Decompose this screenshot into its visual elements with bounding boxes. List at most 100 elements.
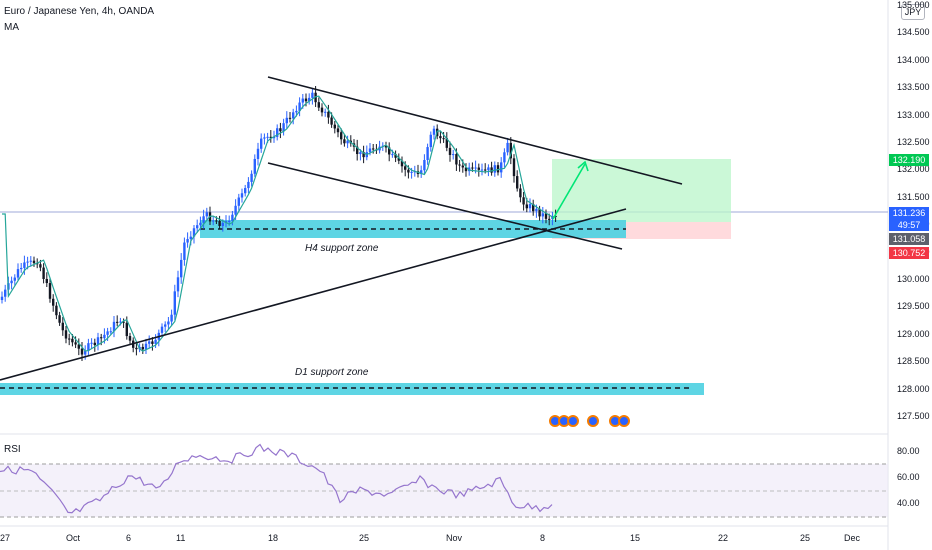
- candle: [141, 346, 144, 350]
- candle: [151, 341, 154, 344]
- d1-zone-label: D1 support zone: [295, 367, 369, 378]
- time-axis-label: 11: [176, 533, 186, 543]
- candle: [343, 139, 346, 144]
- candle: [180, 259, 183, 278]
- candle: [506, 142, 509, 153]
- candle: [29, 260, 32, 262]
- candle: [471, 167, 474, 169]
- candle: [423, 160, 426, 171]
- candle: [240, 193, 244, 198]
- candle: [148, 341, 151, 344]
- candle: [522, 197, 525, 205]
- candle: [445, 138, 448, 148]
- candle: [282, 123, 285, 132]
- rsi-axis-label: 40.00: [897, 498, 920, 508]
- candle: [256, 148, 260, 159]
- candle: [199, 222, 202, 226]
- candle: [45, 278, 48, 284]
- candle: [186, 239, 189, 243]
- candle: [13, 277, 16, 281]
- price-axis-label: 128.500: [897, 356, 930, 367]
- candle: [346, 140, 349, 144]
- candle: [39, 264, 42, 268]
- moving-average-line: [2, 95, 556, 352]
- channel-lower-line[interactable]: [267, 162, 623, 250]
- candle: [215, 220, 218, 222]
- candle: [52, 298, 55, 306]
- candle: [276, 128, 279, 137]
- candle: [541, 213, 544, 217]
- candle: [500, 162, 503, 173]
- candle: [308, 97, 311, 102]
- price-axis-label: 134.500: [897, 27, 930, 38]
- candle: [183, 242, 186, 260]
- projection-arrow: [552, 163, 586, 220]
- candle: [144, 343, 148, 350]
- candle: [48, 283, 52, 299]
- candle: [154, 339, 157, 344]
- currency-badge[interactable]: JPY: [901, 4, 925, 20]
- candle: [368, 148, 372, 153]
- price-axis-label: 127.500: [897, 411, 930, 421]
- event-icon[interactable]: [567, 415, 579, 427]
- candle: [202, 216, 205, 223]
- candle: [455, 154, 458, 165]
- ascending-trendline[interactable]: [0, 208, 627, 381]
- ma-indicator-label[interactable]: MA: [4, 22, 19, 33]
- candle: [218, 220, 221, 226]
- candle: [231, 214, 234, 221]
- candle: [397, 157, 400, 161]
- candle: [458, 164, 461, 166]
- candle: [247, 181, 250, 189]
- candle: [176, 277, 180, 292]
- candle: [71, 338, 74, 343]
- candle: [391, 154, 394, 156]
- candle: [77, 344, 80, 349]
- rsi-indicator-label[interactable]: RSI: [4, 444, 21, 455]
- candle: [244, 188, 247, 194]
- long-position-profit-zone[interactable]: [552, 159, 731, 222]
- candle: [519, 188, 522, 198]
- candle: [10, 280, 13, 284]
- candle: [58, 315, 61, 323]
- candle: [528, 204, 532, 209]
- candle: [266, 136, 269, 138]
- candle: [333, 124, 336, 129]
- candle: [484, 169, 487, 171]
- candle: [496, 165, 500, 173]
- candle: [279, 128, 282, 132]
- candle: [461, 165, 464, 168]
- candle: [320, 107, 324, 113]
- candle: [260, 138, 263, 149]
- time-axis-label: Dec: [844, 533, 861, 543]
- candle: [26, 261, 29, 263]
- price-axis-label: 129.000: [897, 328, 930, 339]
- channel-upper-line[interactable]: [267, 76, 683, 185]
- candle: [493, 165, 496, 173]
- price-axis-label: 133.000: [897, 109, 930, 120]
- time-axis-label: 22: [718, 533, 729, 543]
- candle: [135, 347, 138, 350]
- candle: [16, 269, 20, 278]
- d1-support-zone[interactable]: [0, 383, 704, 395]
- event-icon[interactable]: [587, 415, 599, 427]
- candle: [516, 176, 519, 189]
- candle: [327, 111, 330, 118]
- candle: [80, 348, 84, 355]
- time-axis-label: 27: [0, 533, 11, 543]
- candle: [359, 152, 362, 155]
- candle: [298, 102, 301, 111]
- event-icon[interactable]: [618, 415, 630, 427]
- candle: [512, 158, 516, 177]
- candle: [532, 204, 535, 212]
- candle: [32, 260, 36, 264]
- candle: [426, 147, 429, 161]
- candle: [109, 331, 112, 333]
- candle: [324, 111, 327, 113]
- candle: [87, 343, 90, 351]
- candle: [554, 215, 557, 217]
- candle: [74, 342, 77, 345]
- candle: [544, 213, 548, 219]
- chart-title[interactable]: Euro / Japanese Yen, 4h, OANDA: [4, 6, 155, 17]
